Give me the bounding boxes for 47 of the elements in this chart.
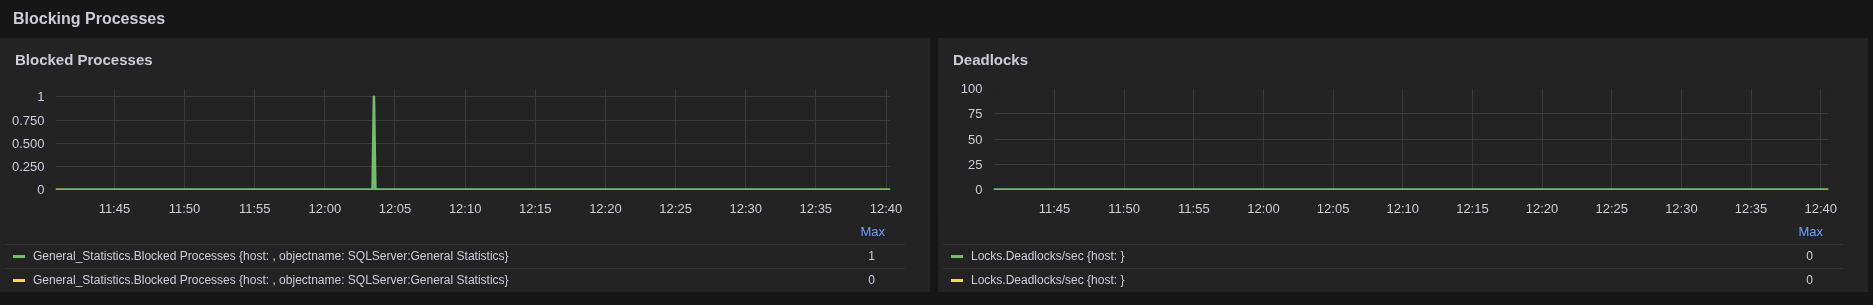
y-tick-label: 1	[37, 89, 45, 105]
text: 0	[1806, 247, 1814, 265]
x-tick-label: 11:55	[1178, 200, 1210, 216]
x-tick-label: 12:15	[1456, 200, 1489, 216]
x-tick-label: 12:30	[1665, 200, 1698, 216]
y-tick-label: 25	[968, 156, 983, 172]
chart-title: Deadlocks	[952, 50, 1030, 70]
x-tick-label: 12:40	[869, 200, 903, 216]
x-tick-label: 12:35	[799, 200, 833, 216]
text: Max	[1797, 223, 1824, 241]
legend-label: Locks.Deadlocks/sec {host: }	[970, 271, 1125, 289]
text: Max	[859, 223, 886, 241]
chart-title: Blocked Processes	[14, 50, 154, 70]
x-tick-label: 12:10	[448, 200, 482, 216]
y-tick-label: 50	[968, 131, 983, 147]
text: 1	[868, 247, 876, 265]
x-tick-label: 11:55	[238, 200, 271, 216]
x-tick-label: 11:50	[168, 200, 201, 216]
x-tick-label: 12:20	[1525, 200, 1559, 216]
x-tick-label: 12:10	[1386, 200, 1420, 216]
x-tick-label: 12:05	[378, 200, 412, 216]
y-tick-label: 0.250	[11, 158, 45, 174]
x-tick-label: 11:45	[98, 200, 131, 216]
y-tick-label: 0	[975, 182, 983, 197]
x-tick-label: 11:45	[1038, 200, 1071, 216]
x-tick-label: 12:00	[1247, 200, 1280, 216]
x-tick-label: 11:50	[1108, 200, 1140, 216]
legend-label: General_Statistics.Blocked Processes {host: , objectname: SQLServer:General Statistics}	[32, 271, 509, 289]
text: 0	[1806, 271, 1814, 289]
y-tick-label: 0	[37, 182, 45, 197]
legend-label: Locks.Deadlocks/sec {host: }	[970, 247, 1125, 265]
text: Blocking Processes	[12, 9, 167, 29]
y-tick-label: 0.500	[11, 135, 45, 151]
x-tick-label: 12:20	[589, 200, 622, 216]
x-tick-label: 12:40	[1804, 200, 1838, 216]
y-tick-label: 0.750	[11, 112, 45, 128]
legend-label: General_Statistics.Blocked Processes {host: , objectname: SQLServer:General Statistics}	[32, 247, 509, 265]
x-tick-label: 12:00	[308, 200, 342, 216]
x-tick-label: 12:15	[519, 200, 552, 216]
text: 0	[868, 271, 876, 289]
x-tick-label: 12:35	[1734, 200, 1768, 216]
x-tick-label: 12:05	[1316, 200, 1350, 216]
x-tick-label: 12:30	[729, 200, 762, 216]
x-tick-label: 12:25	[1595, 200, 1629, 216]
y-tick-label: 100	[960, 81, 983, 96]
x-tick-label: 12:25	[659, 200, 692, 216]
y-tick-label: 75	[968, 106, 983, 122]
